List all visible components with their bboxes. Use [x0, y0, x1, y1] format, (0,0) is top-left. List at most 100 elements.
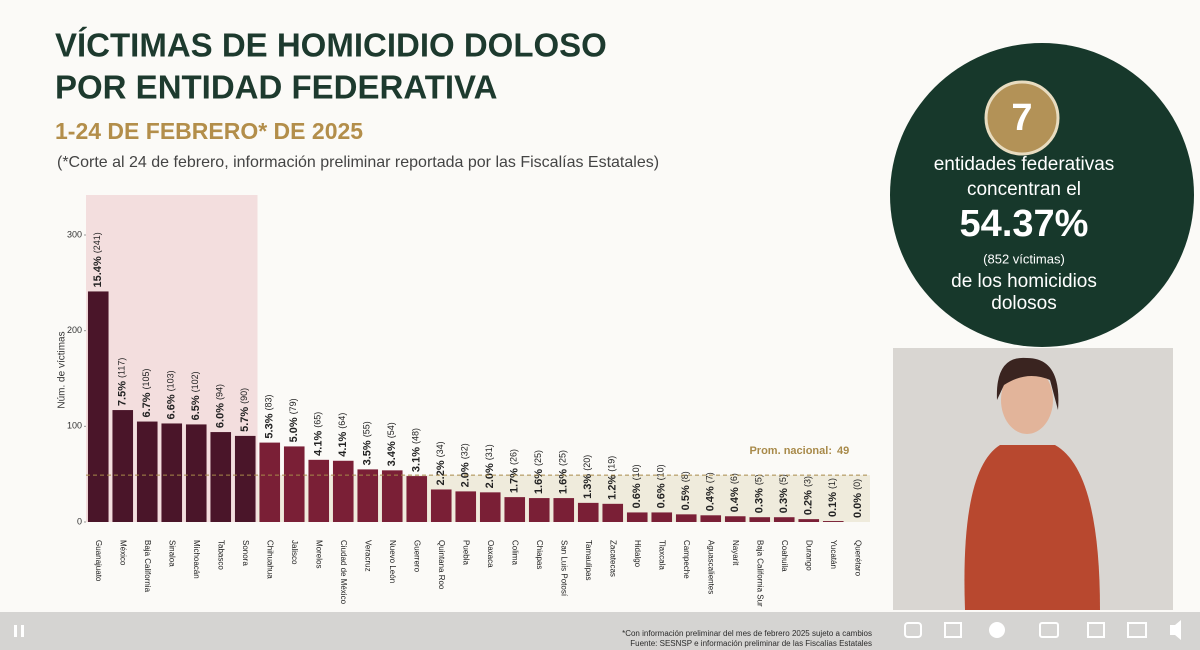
count-label: (0): [852, 479, 862, 490]
y-tick-label: 300: [67, 229, 82, 239]
x-tick-label: Colima: [511, 540, 520, 565]
note: (*Corte al 24 de febrero, información pr…: [57, 154, 659, 171]
average-value: 49: [837, 445, 849, 457]
share-label: 0.0%: [852, 493, 864, 518]
count-label: (90): [240, 388, 250, 404]
data-label: 2.0% (31): [484, 444, 496, 488]
share-label: 4.1%: [337, 431, 349, 456]
count-label: (7): [705, 472, 715, 483]
callout-percent: 54.37%: [960, 203, 1089, 245]
share-label: 6.6%: [166, 394, 178, 419]
x-tick-label: Tamaulipas: [584, 540, 593, 580]
share-label: 1.7%: [509, 468, 521, 493]
data-label: 4.1% (65): [313, 412, 325, 456]
x-tick-label: Quintana Roo: [437, 540, 446, 590]
share-label: 0.6%: [631, 483, 643, 508]
bar: [381, 470, 403, 522]
bar: [749, 517, 771, 522]
x-tick-label: Querétaro: [854, 540, 863, 577]
y-axis-label: Núm. de víctimas: [57, 331, 68, 408]
bar: [430, 489, 452, 522]
count-label: (31): [485, 444, 495, 460]
count-label: (19): [607, 456, 617, 472]
data-label: 1.3% (20): [582, 455, 594, 499]
clip-button[interactable]: [944, 622, 962, 638]
data-label: 0.3% (5): [778, 474, 790, 513]
data-label: 7.5% (117): [117, 358, 129, 406]
bar: [553, 498, 575, 522]
interpreter-video: [893, 348, 1173, 610]
share-label: 3.5%: [362, 440, 374, 465]
fullscreen-button[interactable]: [1127, 622, 1147, 638]
share-label: 0.2%: [803, 490, 815, 515]
bar: [651, 512, 673, 522]
x-tick-label: Sonora: [241, 540, 250, 566]
bar: [357, 469, 379, 522]
x-tick-label: Aguascalientes: [707, 540, 716, 594]
x-tick-label: Durango: [805, 540, 814, 571]
data-label: 2.2% (34): [435, 441, 447, 485]
share-label: 6.5%: [190, 395, 202, 420]
data-label: 6.7% (105): [141, 368, 153, 417]
count-label: (54): [387, 422, 397, 438]
bar: [528, 498, 550, 522]
volume-button[interactable]: [1170, 620, 1181, 640]
bar: [675, 514, 697, 522]
bar: [602, 503, 624, 522]
data-label: 1.6% (25): [558, 450, 570, 494]
subtitle: 1-24 DE FEBRERO* DE 2025: [55, 118, 363, 144]
pause-button[interactable]: [21, 625, 24, 637]
captions-button[interactable]: [1039, 622, 1059, 638]
share-label: 4.1%: [313, 431, 325, 456]
comments-button[interactable]: [904, 622, 922, 638]
count-label: (25): [534, 450, 544, 466]
bar: [577, 502, 599, 522]
count-label: (94): [215, 384, 225, 400]
bar: [308, 459, 330, 522]
pause-button[interactable]: [14, 625, 17, 637]
x-tick-label: Nuevo León: [388, 540, 397, 583]
bar: [87, 291, 109, 522]
data-label: 0.6% (10): [631, 464, 643, 508]
bar: [332, 460, 354, 522]
data-label: 4.1% (64): [337, 413, 349, 457]
share-label: 0.4%: [705, 486, 717, 511]
data-label: 1.2% (19): [607, 456, 619, 500]
bar: [798, 519, 820, 522]
data-label: 0.2% (3): [803, 476, 815, 515]
share-label: 5.3%: [264, 413, 276, 438]
y-tick-label: 100: [67, 421, 82, 431]
count-label: (1): [828, 478, 838, 489]
data-label: 6.6% (103): [166, 370, 178, 419]
count-label: (64): [338, 413, 348, 429]
share-label: 1.6%: [558, 469, 570, 494]
x-tick-label: Sinaloa: [168, 540, 177, 567]
data-label: 0.3% (5): [754, 474, 766, 513]
x-tick-label: Yucatán: [829, 540, 838, 569]
count-label: (241): [93, 232, 103, 253]
title: VÍCTIMAS DE HOMICIDIO DOLOSO: [55, 27, 607, 64]
data-label: 6.0% (94): [215, 384, 227, 428]
count-label: (6): [730, 473, 740, 484]
bar: [626, 512, 648, 522]
count-label: (20): [583, 455, 593, 471]
x-tick-label: Baja California Sur: [756, 540, 765, 607]
miniplayer-button[interactable]: [1087, 622, 1105, 638]
bar: [161, 423, 183, 522]
data-label: 3.5% (55): [362, 421, 374, 465]
x-tick-label: Nayarit: [731, 540, 740, 566]
x-tick-label: Oaxaca: [486, 540, 495, 568]
x-tick-label: Jalisco: [290, 540, 299, 565]
count-label: (55): [362, 421, 372, 437]
share-label: 0.6%: [656, 483, 668, 508]
callout-text: de los homicidios: [951, 271, 1097, 292]
bar: [234, 435, 256, 522]
share-label: 5.7%: [239, 407, 251, 432]
player-controls: [0, 612, 1200, 650]
bar: [210, 432, 232, 522]
count-label: (8): [681, 471, 691, 482]
share-label: 6.7%: [141, 392, 153, 417]
x-tick-label: Baja California: [143, 540, 152, 593]
settings-button[interactable]: [989, 622, 1005, 638]
